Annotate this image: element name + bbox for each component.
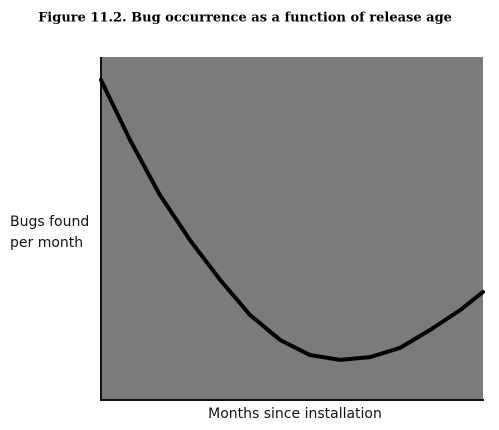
chart-title: Figure 11.2. Bug occurrence as a functio… bbox=[38, 11, 452, 26]
y-axis-label: Bugs found bbox=[10, 214, 89, 230]
x-axis-label: Months since installation bbox=[208, 406, 382, 422]
y-axis-label: per month bbox=[10, 235, 83, 251]
plot-area bbox=[101, 57, 483, 400]
line bbox=[99, 77, 485, 362]
